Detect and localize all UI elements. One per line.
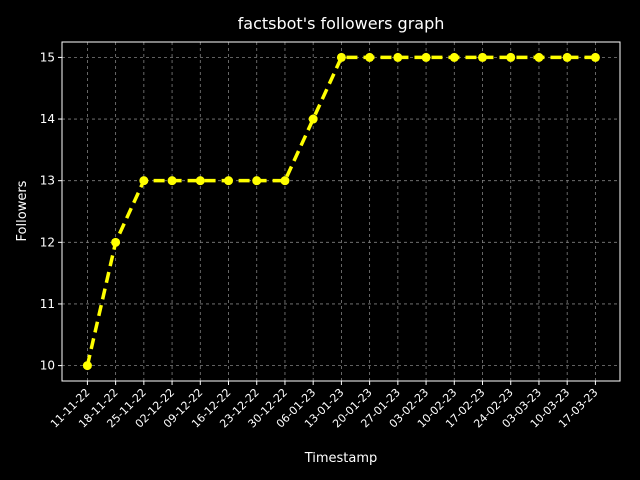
data-point <box>280 176 290 186</box>
data-point <box>393 52 403 62</box>
data-point <box>195 176 205 186</box>
y-tick-label: 11 <box>40 297 55 311</box>
y-tick-label: 15 <box>40 50 55 64</box>
y-tick-label: 13 <box>40 174 55 188</box>
data-point <box>308 114 318 124</box>
x-ticks: 11-11-2218-11-2225-11-2202-12-2209-12-22… <box>48 381 601 430</box>
data-point <box>365 52 375 62</box>
data-point <box>449 52 459 62</box>
data-point <box>478 52 488 62</box>
y-tick-label: 10 <box>40 359 55 373</box>
data-point <box>336 52 346 62</box>
data-point <box>111 237 121 247</box>
data-point <box>562 52 572 62</box>
grid <box>62 42 620 381</box>
data-point <box>224 176 234 186</box>
chart-title: factsbot's followers graph <box>238 14 445 33</box>
y-axis-label: Followers <box>15 180 30 241</box>
x-axis-label: Timestamp <box>304 451 378 466</box>
y-tick-label: 12 <box>40 235 55 249</box>
data-points <box>82 52 600 371</box>
data-point <box>590 52 600 62</box>
data-point <box>252 176 262 186</box>
y-tick-label: 14 <box>40 112 55 126</box>
data-point <box>534 52 544 62</box>
data-point <box>139 176 149 186</box>
data-point <box>82 361 92 371</box>
data-point <box>421 52 431 62</box>
data-point <box>167 176 177 186</box>
data-point <box>506 52 516 62</box>
y-ticks: 10 11 12 13 14 15 <box>40 50 62 373</box>
